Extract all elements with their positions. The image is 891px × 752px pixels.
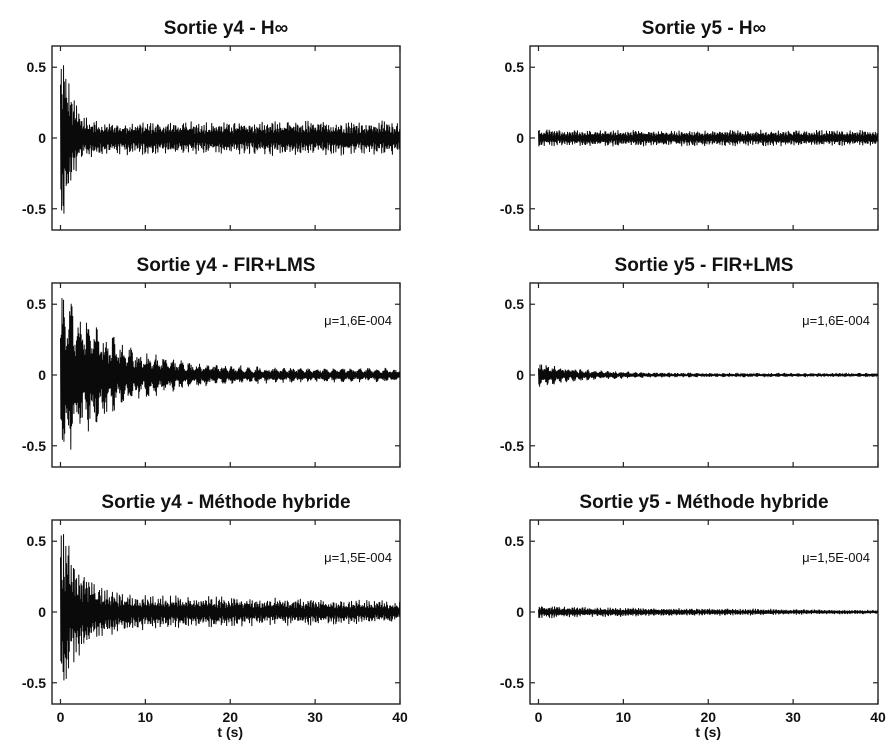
- subplot-y5-hybride: Sortie y5 - Méthode hybride 0.5 0 -0.5 0 10 20…: [500, 492, 886, 740]
- x-tick-label: 40: [392, 709, 408, 725]
- signal-trace: [537, 129, 879, 147]
- y-tick-label: -0.5: [500, 438, 524, 454]
- plot-title: Sortie y5 - H∞: [642, 18, 766, 39]
- y-tick-label: 0.5: [27, 59, 47, 75]
- mu-annotation: μ=1,6E-004: [802, 313, 870, 328]
- y-tick-label: 0: [516, 367, 524, 383]
- x-tick-label: 10: [138, 709, 154, 725]
- subplot-y4-hinf: Sortie y4 - H∞ 0.5 0 -0.5: [22, 18, 401, 231]
- x-tick-label: 0: [57, 709, 65, 725]
- y-tick-label: 0: [38, 130, 46, 146]
- plot-title: Sortie y4 - H∞: [164, 18, 288, 39]
- y-tick-label: 0: [516, 130, 524, 146]
- y-tick-label: 0.5: [27, 533, 47, 549]
- plot-title: Sortie y4 - FIR+LMS: [137, 255, 316, 276]
- y-tick-label: 0.5: [505, 296, 525, 312]
- x-tick-label: 30: [307, 709, 323, 725]
- subplot-y4-fir-lms: Sortie y4 - FIR+LMS 0.5 0 -0.5 μ=1,6E-004: [22, 255, 401, 468]
- x-tick-label: 40: [870, 709, 886, 725]
- signal-trace: [59, 65, 401, 214]
- mu-annotation: μ=1,5E-004: [324, 550, 392, 565]
- x-tick-label: 20: [700, 709, 716, 725]
- subplot-y5-hinf: Sortie y5 - H∞ 0.5 0 -0.5: [500, 18, 879, 231]
- x-axis-label: t (s): [217, 724, 243, 740]
- x-tick-label: 30: [785, 709, 801, 725]
- plot-title: Sortie y4 - Méthode hybride: [101, 492, 350, 513]
- y-tick-label: 0: [516, 604, 524, 620]
- plot-title: Sortie y5 - FIR+LMS: [615, 255, 794, 276]
- signal-trace: [59, 534, 401, 681]
- mu-annotation: μ=1,6E-004: [324, 313, 392, 328]
- signal-trace: [537, 364, 879, 387]
- y-tick-label: -0.5: [500, 201, 524, 217]
- y-tick-label: 0.5: [505, 59, 525, 75]
- signal-trace: [537, 606, 879, 619]
- y-tick-label: -0.5: [22, 675, 46, 691]
- x-tick-label: 0: [535, 709, 543, 725]
- y-tick-label: -0.5: [500, 675, 524, 691]
- y-tick-label: 0.5: [27, 296, 47, 312]
- plot-title: Sortie y5 - Méthode hybride: [579, 492, 828, 513]
- subplot-y5-fir-lms: Sortie y5 - FIR+LMS 0.5 0 -0.5 μ=1,6E-004: [500, 255, 879, 468]
- subplot-y4-hybride: Sortie y4 - Méthode hybride 0.5 0 -0.5 0 10 20…: [22, 492, 408, 740]
- mu-annotation: μ=1,5E-004: [802, 550, 870, 565]
- x-axis-label: t (s): [695, 724, 721, 740]
- x-tick-label: 20: [222, 709, 238, 725]
- y-tick-label: 0: [38, 367, 46, 383]
- y-tick-label: 0: [38, 604, 46, 620]
- y-tick-label: 0.5: [505, 533, 525, 549]
- y-tick-label: -0.5: [22, 201, 46, 217]
- signal-trace: [59, 298, 401, 450]
- y-tick-label: -0.5: [22, 438, 46, 454]
- x-tick-label: 10: [616, 709, 632, 725]
